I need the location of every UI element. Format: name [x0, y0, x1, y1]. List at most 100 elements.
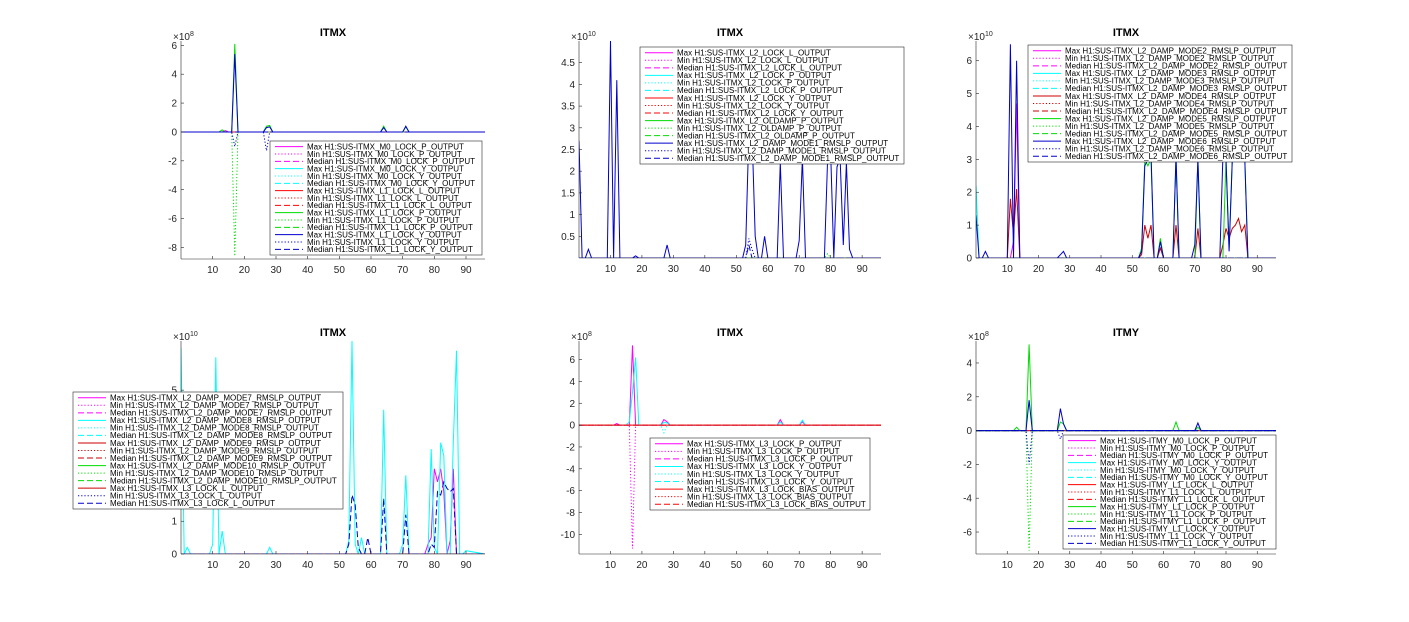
series-group — [181, 43, 485, 257]
legend-box — [649, 437, 871, 511]
chart-title: ITMX — [1113, 27, 1140, 39]
x-tick-label: 10 — [1002, 264, 1014, 275]
legend-label: Median H1:SUS-ITMX_L2_DAMP_MODE6_RMSLP_O… — [1065, 152, 1287, 161]
legend-label: Min H1:SUS-ITMX_M0_LOCK_Y_OUTPUT — [307, 172, 462, 181]
x-tick-label: 40 — [302, 265, 314, 276]
x-tick-label: 80 — [1220, 264, 1232, 275]
y-tick-label: 3 — [569, 123, 575, 134]
x-tick-label: 50 — [731, 264, 743, 275]
legend-label: Min H1:SUS-ITMX_L1_LOCK_L_OUTPUT — [307, 194, 459, 203]
legend-label: Max H1:SUS-ITMX_L1_LOCK_Y_OUTPUT — [307, 230, 462, 239]
legend-label: Median H1:SUS-ITMX_L2_DAMP_MODE2_RMSLP_O… — [1065, 62, 1287, 71]
series-line-7 — [976, 188, 1276, 258]
legend-label: Min H1:SUS-ITMX_L3_LOCK_P_OUTPUT — [687, 447, 840, 456]
y-tick-label: 1 — [569, 210, 575, 221]
y-tick-label: -6 — [963, 528, 972, 539]
x-tick-label: 60 — [762, 560, 774, 571]
legend-label: Max H1:SUS-ITMX_L1_LOCK_L_OUTPUT — [307, 186, 461, 195]
y-tick-label: 0.5 — [561, 232, 575, 243]
legend-label: Max H1:SUS-ITMX_L2_DAMP_MODE9_RMSLP_OUTP… — [110, 439, 321, 448]
x-tick-label: 10 — [605, 560, 617, 571]
legend-box — [269, 140, 483, 256]
legend-box — [72, 391, 344, 510]
legend-label: Max H1:SUS-ITMX_L2_DAMP_MODE5_RMSLP_OUTP… — [1065, 114, 1276, 123]
y-tick-label: -8 — [566, 508, 575, 519]
legend-label: Median H1:SUS-ITMX_L2_DAMP_MODE4_RMSLP_O… — [1065, 107, 1287, 116]
x-tick-label: 90 — [460, 265, 472, 276]
legend-label: Min H1:SUS-ITMX_M0_LOCK_P_OUTPUT — [307, 150, 462, 159]
series-line-4 — [181, 341, 485, 554]
axis-exponent: ×108 — [173, 31, 194, 43]
legend-label: Min H1:SUS-ITMX_L3_LOCK_BIAS_OUTPUT — [687, 492, 852, 501]
series-line-15 — [181, 480, 485, 554]
legend-label: Median H1:SUS-ITMX_L2_DAMP_MODE8_RMSLP_O… — [110, 431, 332, 440]
x-tick-label: 40 — [699, 264, 711, 275]
x-tick-label: 90 — [1252, 560, 1264, 571]
chart-title: ITMX — [320, 27, 347, 39]
x-tick-label: 70 — [1189, 560, 1201, 571]
chart-panel-5: 10 20 30 40 50 60 70 80 90 -10 -8 -6 -4 -2 0 2 4 6 ×108 ITM… — [561, 327, 881, 571]
series-line-10 — [181, 43, 485, 133]
legend-label: Min H1:SUS-ITMY_L1_LOCK_Y_OUTPUT — [1100, 532, 1253, 541]
legend-label: Max H1:SUS-ITMY_L1_LOCK_P_OUTPUT — [1100, 502, 1255, 511]
x-tick-label: 40 — [1095, 560, 1107, 571]
chart-title: ITMX — [320, 327, 347, 339]
legend-label: Median H1:SUS-ITMX_L2_DAMP_MODE1_RMSLP_O… — [677, 154, 899, 163]
legend-label: Max H1:SUS-ITMY_L1_LOCK_Y_OUTPUT — [1100, 524, 1255, 533]
y-tick-label: 1 — [966, 221, 972, 232]
legend-label: Min H1:SUS-ITMX_L1_LOCK_P_OUTPUT — [307, 216, 460, 225]
x-tick-label: 20 — [636, 264, 648, 275]
axis-exponent: ×108 — [968, 331, 989, 343]
legend-label: Median H1:SUS-ITMX_L1_LOCK_P_OUTPUT — [307, 223, 473, 232]
series-line-5 — [579, 424, 881, 435]
legend-label: Median H1:SUS-ITMY_M0_LOCK_P_OUTPUT — [1100, 451, 1268, 460]
legend-label: Max H1:SUS-ITMX_L3_LOCK_BIAS_OUTPUT — [687, 485, 855, 494]
legend-box — [1062, 434, 1277, 550]
y-tick-label: -8 — [168, 243, 177, 254]
legend-label: Max H1:SUS-ITMX_L2_LOCK_P_OUTPUT — [677, 71, 832, 80]
x-tick-label: 50 — [334, 265, 346, 276]
legend-label: Min H1:SUS-ITMX_L3_LOCK_L_OUTPUT — [110, 492, 262, 501]
chart-title: ITMX — [717, 327, 744, 339]
legend-label: Max H1:SUS-ITMX_L2_DAMP_MODE10_RMSLP_OUT… — [110, 461, 326, 470]
legend-label: Min H1:SUS-ITMX_L2_DAMP_MODE8_RMSLP_OUTP… — [110, 424, 319, 433]
legend-label: Min H1:SUS-ITMX_L2_LOCK_L_OUTPUT — [677, 56, 829, 65]
legend-label: Median H1:SUS-ITMY_L1_LOCK_P_OUTPUT — [1100, 517, 1266, 526]
x-tick-label: 40 — [1095, 264, 1107, 275]
x-tick-label: 50 — [1127, 560, 1139, 571]
legend-label: Median H1:SUS-ITMX_M0_LOCK_Y_OUTPUT — [307, 179, 475, 188]
x-tick-label: 50 — [731, 560, 743, 571]
series-line-4 — [579, 357, 881, 426]
legend-label: Max H1:SUS-ITMX_L2_LOCK_L_OUTPUT — [677, 49, 831, 58]
x-tick-label: 30 — [270, 265, 282, 276]
legend-label: Min H1:SUS-ITMX_L2_DAMP_MODE10_RMSLP_OUT… — [110, 469, 324, 478]
x-tick-label: 90 — [460, 560, 472, 571]
x-tick-label: 60 — [365, 560, 377, 571]
legend-label: Max H1:SUS-ITMY_M0_LOCK_Y_OUTPUT — [1100, 458, 1257, 467]
y-tick-label: -10 — [561, 530, 576, 541]
legend-label: Min H1:SUS-ITMX_L2_DAMP_MODE6_RMSLP_OUTP… — [1065, 145, 1274, 154]
legend-label: Min H1:SUS-ITMX_L2_OLDAMP_P_OUTPUT — [677, 124, 842, 133]
y-tick-label: 2 — [569, 399, 575, 410]
legend-label: Median H1:SUS-ITMX_L3_LOCK_P_OUTPUT — [687, 455, 853, 464]
x-tick-label: 80 — [429, 560, 441, 571]
legend: Max H1:SUS-ITMX_L2_DAMP_MODE7_RMSLP_OUTP… — [72, 391, 344, 510]
legend-label: Median H1:SUS-ITMX_L2_LOCK_Y_OUTPUT — [677, 109, 843, 118]
y-tick-label: 2 — [569, 167, 575, 178]
legend-label: Median H1:SUS-ITMX_L2_DAMP_MODE10_RMSLP_… — [110, 476, 337, 485]
legend-label: Max H1:SUS-ITMX_M0_LOCK_P_OUTPUT — [307, 142, 464, 151]
y-tick-label: 5 — [966, 89, 972, 100]
x-tick-label: 30 — [668, 264, 680, 275]
series-line-2 — [579, 424, 881, 549]
x-tick-label: 70 — [794, 560, 806, 571]
legend-label: Min H1:SUS-ITMX_L2_DAMP_MODE3_RMSLP_OUTP… — [1065, 77, 1274, 86]
legend-label: Min H1:SUS-ITMX_L2_DAMP_MODE5_RMSLP_OUTP… — [1065, 122, 1274, 131]
series-group — [579, 345, 881, 549]
y-tick-label: 2.5 — [561, 145, 575, 156]
series-line-13 — [976, 44, 1276, 258]
x-tick-label: 80 — [825, 264, 837, 275]
y-tick-label: -4 — [566, 464, 575, 475]
legend-label: Min H1:SUS-ITMX_L2_DAMP_MODE7_RMSLP_OUTP… — [110, 401, 319, 410]
